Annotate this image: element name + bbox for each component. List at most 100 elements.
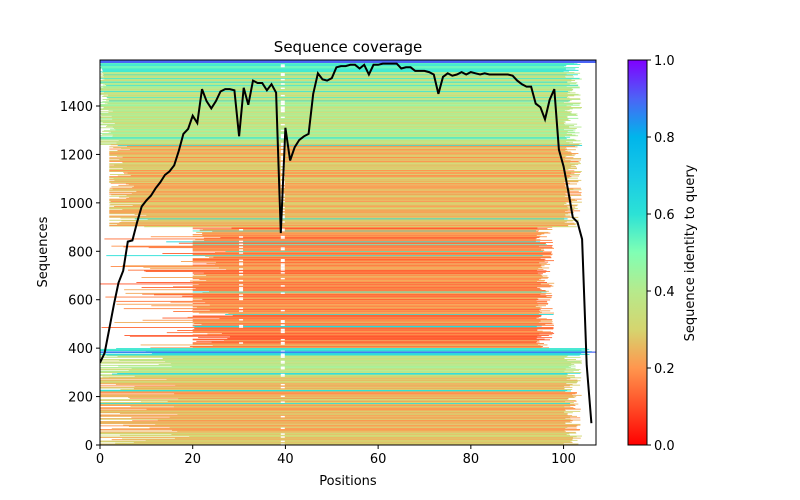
heatmap-row (100, 387, 565, 389)
heatmap-gap (280, 151, 285, 153)
heatmap-row (103, 95, 575, 97)
heatmap-row (109, 177, 570, 178)
heatmap-row (100, 408, 576, 409)
heatmap-row (100, 382, 577, 384)
heatmap-gap (280, 87, 285, 90)
heatmap-row (221, 332, 555, 334)
heatmap-row (109, 179, 568, 180)
heatmap-row (102, 68, 576, 70)
heatmap-row (100, 348, 590, 350)
heatmap-row (116, 155, 567, 157)
heatmap-row (111, 245, 540, 247)
heatmap-row (144, 226, 577, 228)
heatmap-row (134, 386, 565, 388)
heatmap-row (128, 426, 577, 427)
heatmap-row (119, 413, 568, 414)
y-tick-label: 0 (85, 439, 93, 454)
heatmap-row (106, 125, 570, 127)
heatmap-row (192, 243, 546, 245)
heatmap-row (109, 224, 569, 226)
heatmap-row (169, 426, 568, 428)
heatmap-row (110, 131, 575, 133)
heatmap-row (100, 354, 590, 355)
heatmap-row (109, 161, 579, 162)
heatmap-row (133, 442, 573, 443)
heatmap-row (102, 69, 566, 71)
heatmap-row (100, 135, 579, 137)
y-tick-label: 1400 (60, 100, 93, 115)
heatmap-row (192, 247, 554, 249)
heatmap-row (100, 369, 581, 371)
heatmap-gap (239, 298, 244, 301)
heatmap-row (109, 191, 569, 193)
heatmap-gap (280, 356, 285, 358)
heatmap-row (154, 294, 541, 296)
heatmap-row (100, 392, 577, 393)
heatmap-row (206, 279, 546, 281)
colorbar-axis: 0.0 0.2 0.4 0.6 0.8 1.0 (647, 54, 675, 454)
heatmap-row (192, 319, 553, 320)
heatmap-row (100, 392, 577, 394)
heatmap-row (102, 99, 581, 100)
heatmap-gap (280, 235, 285, 238)
heatmap-gap (239, 326, 244, 328)
heatmap-gap (280, 331, 285, 334)
heatmap-gap (239, 284, 244, 286)
heatmap-gap (239, 274, 244, 276)
heatmap-row (202, 233, 545, 235)
heatmap-row (100, 412, 573, 414)
heatmap-row (140, 401, 566, 403)
heatmap-gap (280, 338, 285, 341)
heatmap-row (109, 211, 575, 213)
heatmap-row (117, 224, 576, 226)
heatmap-gap (280, 215, 285, 217)
heatmap-row (118, 184, 566, 186)
heatmap-gap (239, 236, 244, 238)
heatmap-row (202, 298, 539, 300)
heatmap-row (100, 121, 564, 123)
heatmap-gap (280, 109, 285, 111)
heatmap-row (125, 292, 552, 294)
heatmap-row (212, 231, 539, 233)
x-tick-label: 40 (277, 452, 294, 467)
heatmap-row (209, 290, 549, 292)
heatmap-row (117, 356, 567, 357)
x-tick-label: 60 (370, 452, 387, 467)
heatmap-gap (280, 144, 285, 146)
heatmap-row (192, 226, 553, 228)
heatmap-gap (239, 342, 244, 344)
heatmap-row (125, 183, 578, 185)
heatmap-row (219, 318, 547, 320)
heatmap-row (192, 329, 538, 331)
heatmap-row (100, 108, 573, 110)
heatmap-row (113, 178, 568, 180)
heatmap-gap (280, 360, 285, 363)
heatmap-row (114, 179, 582, 181)
heatmap-row (136, 190, 579, 192)
heatmap-row (225, 250, 543, 252)
colorbar-tick-label: 0.4 (654, 285, 675, 300)
heatmap-row (122, 265, 545, 267)
heatmap-row (108, 98, 581, 100)
heatmap-row (111, 428, 566, 430)
heatmap-row (116, 348, 587, 349)
heatmap-gap (280, 142, 285, 145)
heatmap-gap (280, 320, 285, 322)
heatmap-row (113, 147, 567, 149)
heatmap-row (100, 91, 569, 92)
heatmap-row (109, 219, 579, 221)
heatmap-row (100, 63, 578, 65)
heatmap-row (103, 107, 582, 109)
heatmap-row (106, 354, 580, 356)
heatmap-row (109, 211, 566, 212)
heatmap-row (220, 237, 540, 238)
heatmap-row (109, 189, 582, 191)
heatmap-row (100, 104, 573, 105)
heatmap-gap (280, 343, 285, 345)
heatmap-row (163, 358, 565, 360)
heatmap-row (100, 355, 569, 357)
heatmap-row (109, 159, 582, 161)
heatmap-gap (280, 65, 285, 68)
heatmap-row (114, 164, 575, 166)
